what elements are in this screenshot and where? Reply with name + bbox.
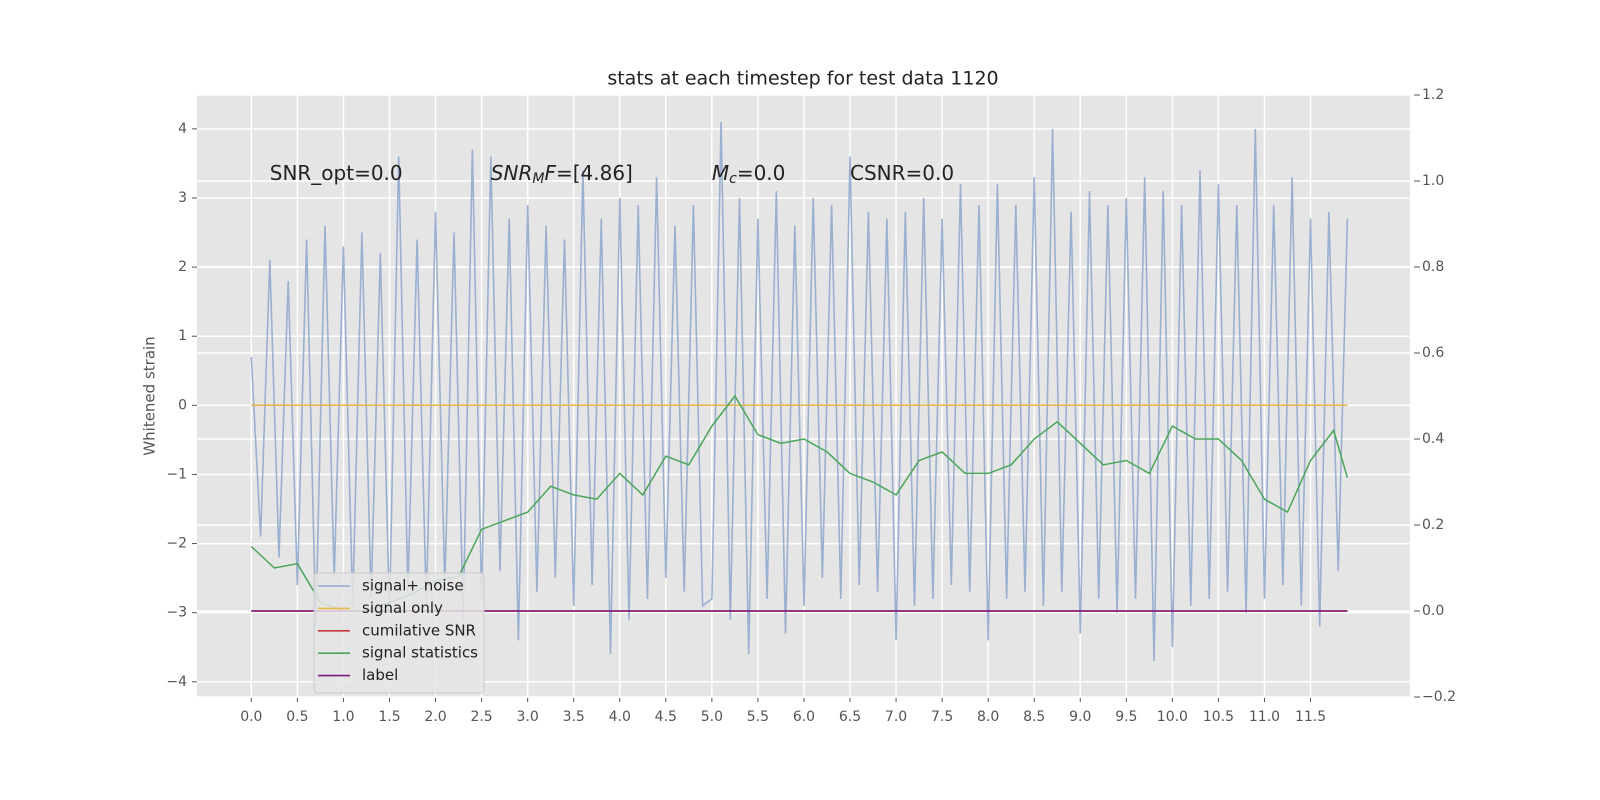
annotation-part: SNR (491, 160, 533, 184)
legend-box (313, 572, 485, 694)
x-tick-label: 8.5 (1023, 709, 1045, 725)
x-tick-label: 4.0 (609, 709, 631, 725)
annotation-part: =0.0 (737, 160, 786, 184)
annotation-part: M (712, 160, 729, 184)
x-tick-label: 10.0 (1157, 709, 1188, 725)
annotation-part: =[4.86] (556, 160, 633, 184)
legend-label: signal+ noise (362, 577, 464, 595)
y2-tick-label: 0.2 (1422, 517, 1444, 533)
x-tick-label: 0.0 (240, 709, 262, 725)
y2-tick-label: −0.2 (1422, 689, 1456, 705)
annotation: CSNR=0.0 (850, 160, 954, 184)
annotation-part: CSNR=0.0 (850, 160, 954, 184)
annotation-part: M (532, 171, 544, 187)
legend-label: cumilative SNR (362, 621, 476, 639)
legend-label: signal statistics (362, 644, 478, 662)
y2-tick-label: 0.0 (1422, 603, 1444, 619)
x-tick-label: 4.5 (655, 709, 677, 725)
x-tick-label: 6.5 (839, 709, 861, 725)
x-tick-label: 9.0 (1069, 709, 1091, 725)
x-tick-label: 2.0 (424, 709, 446, 725)
x-tick-label: 5.5 (747, 709, 769, 725)
x-tick-label: 1.0 (332, 709, 354, 725)
x-tick-label: 10.5 (1203, 709, 1234, 725)
y2-tick-label: 0.8 (1422, 259, 1444, 275)
x-tick-label: 3.0 (517, 709, 539, 725)
x-tick-label: 5.0 (701, 709, 723, 725)
legend-label: signal only (362, 599, 443, 617)
y2-tick-label: 1.0 (1422, 173, 1444, 189)
y-tick-label: 1 (178, 328, 187, 344)
x-tick-label: 8.0 (977, 709, 999, 725)
x-tick-label: 3.5 (563, 709, 585, 725)
x-tick-label: 2.5 (470, 709, 492, 725)
x-tick-label: 7.5 (931, 709, 953, 725)
x-tick-label: 11.0 (1249, 709, 1280, 725)
y2-tick-label: 0.6 (1422, 345, 1444, 361)
x-tick-label: 11.5 (1295, 709, 1326, 725)
y2-tick-label: 0.4 (1422, 431, 1444, 447)
y-tick-label: 0 (178, 397, 187, 413)
annotation-part: F (544, 160, 556, 184)
legend-label: label (362, 666, 398, 684)
annotation: SNRMF=[4.86] (491, 160, 633, 187)
y-tick-label: 2 (178, 259, 187, 275)
x-tick-label: 1.5 (378, 709, 400, 725)
y-axis-label: Whitened strain (141, 336, 159, 455)
series-line (250, 121, 1349, 662)
x-tick-label: 7.0 (885, 709, 907, 725)
chart-title: stats at each timestep for test data 112… (607, 68, 998, 90)
x-tick-label: 6.0 (793, 709, 815, 725)
x-tick-label: 0.5 (286, 709, 308, 725)
y-tick-label: −1 (166, 466, 187, 482)
annotation-part: c (729, 171, 737, 187)
annotation: SNR_opt=0.0 (270, 160, 403, 184)
x-tick-label: 9.5 (1115, 709, 1137, 725)
y-tick-label: −3 (166, 605, 187, 621)
annotation-part: SNR_opt=0.0 (270, 160, 403, 184)
y-tick-label: −4 (166, 674, 187, 690)
annotation: Mc=0.0 (712, 160, 786, 187)
y-tick-label: 3 (178, 190, 187, 206)
y-tick-label: 4 (178, 121, 187, 137)
y2-tick-label: 1.2 (1422, 87, 1444, 103)
y-tick-label: −2 (166, 536, 187, 552)
